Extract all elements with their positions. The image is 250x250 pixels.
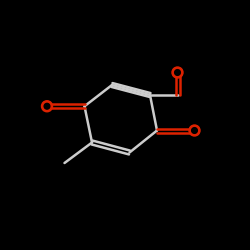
- Circle shape: [189, 125, 200, 136]
- Circle shape: [175, 70, 180, 75]
- Circle shape: [192, 128, 197, 133]
- Circle shape: [172, 67, 183, 78]
- Circle shape: [42, 101, 52, 112]
- Circle shape: [44, 104, 50, 109]
